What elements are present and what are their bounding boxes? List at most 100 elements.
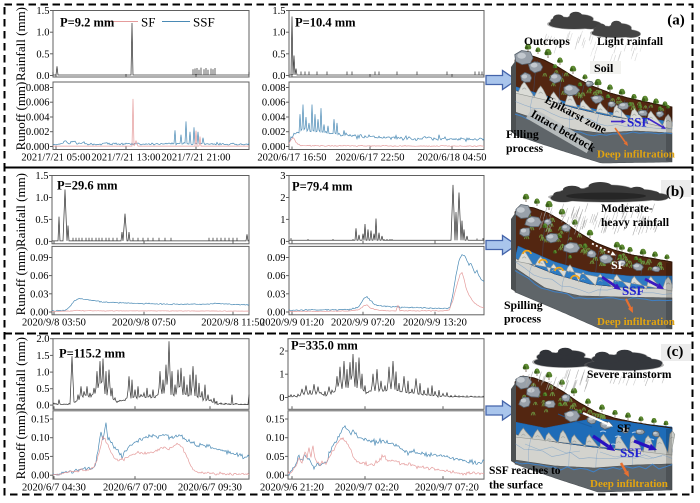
svg-text:2020/9/9 07:20: 2020/9/9 07:20 — [331, 318, 395, 329]
svg-text:Runoff (mm): Runoff (mm) — [13, 82, 28, 151]
svg-text:P=10.4 mm: P=10.4 mm — [295, 16, 356, 30]
svg-text:2021/7/21 21:00: 2021/7/21 21:00 — [161, 153, 230, 164]
svg-text:Runoff (mm): Runoff (mm) — [13, 411, 28, 480]
svg-text:0.06: 0.06 — [30, 271, 48, 282]
svg-text:0.05: 0.05 — [266, 452, 284, 463]
svg-text:1: 1 — [279, 370, 284, 381]
svg-text:Runoff (mm): Runoff (mm) — [13, 247, 28, 316]
svg-text:1.5: 1.5 — [35, 171, 48, 182]
svg-text:2020/9/8 11:50: 2020/9/8 11:50 — [201, 318, 265, 329]
svg-text:0.006: 0.006 — [26, 98, 50, 109]
svg-text:2020/6/18 04:50: 2020/6/18 04:50 — [417, 153, 486, 164]
svg-text:0.0: 0.0 — [272, 71, 285, 82]
svg-text:0.05: 0.05 — [31, 452, 49, 463]
svg-text:2020/9/9 13:20: 2020/9/9 13:20 — [403, 318, 467, 329]
svg-text:0.000: 0.000 — [262, 142, 286, 153]
svg-text:2020/6/17 22:50: 2020/6/17 22:50 — [335, 153, 404, 164]
svg-text:0.03: 0.03 — [30, 289, 48, 300]
svg-text:2: 2 — [279, 347, 284, 358]
svg-text:0.03: 0.03 — [267, 289, 285, 300]
svg-text:0.06: 0.06 — [267, 271, 285, 282]
svg-text:0.5: 0.5 — [35, 215, 48, 226]
svg-text:0.00: 0.00 — [30, 308, 48, 319]
svg-text:SF: SF — [141, 15, 155, 30]
svg-text:2020/6/17 16:50: 2020/6/17 16:50 — [257, 153, 326, 164]
svg-text:0.10: 0.10 — [31, 433, 49, 444]
svg-text:Rainfall (mm): Rainfall (mm) — [13, 337, 28, 411]
svg-text:process: process — [506, 141, 544, 155]
svg-text:0.5: 0.5 — [36, 49, 49, 60]
svg-text:SSF: SSF — [620, 445, 642, 460]
svg-text:Moderate-: Moderate- — [601, 203, 653, 215]
svg-text:Deep infiltration: Deep infiltration — [597, 316, 675, 328]
svg-text:0: 0 — [280, 237, 285, 248]
svg-text:process: process — [504, 312, 542, 326]
svg-text:P=9.2 mm: P=9.2 mm — [60, 16, 115, 30]
svg-text:0.002: 0.002 — [26, 127, 50, 138]
svg-text:0.5: 0.5 — [36, 384, 49, 395]
svg-text:1.0: 1.0 — [36, 28, 49, 39]
svg-text:Filling: Filling — [506, 127, 539, 141]
svg-text:2020/9/6 21:20: 2020/9/6 21:20 — [260, 483, 324, 494]
svg-text:heavy rainfall: heavy rainfall — [601, 217, 669, 229]
svg-text:0.002: 0.002 — [262, 127, 286, 138]
svg-text:0.09: 0.09 — [30, 253, 48, 264]
svg-text:Rainfall (mm): Rainfall (mm) — [13, 173, 28, 247]
svg-text:0.09: 0.09 — [267, 253, 285, 264]
svg-text:1.0: 1.0 — [35, 193, 48, 204]
svg-text:0.008: 0.008 — [262, 83, 286, 94]
svg-text:2021/7/21 05:00: 2021/7/21 05:00 — [21, 153, 90, 164]
svg-text:1.5: 1.5 — [272, 6, 285, 17]
svg-text:0.0: 0.0 — [36, 71, 49, 82]
svg-text:2020/6/7 07:00: 2020/6/7 07:00 — [103, 483, 167, 494]
svg-text:Spilling: Spilling — [504, 298, 543, 312]
svg-text:0.00: 0.00 — [267, 308, 285, 319]
svg-text:P=335.0 mm: P=335.0 mm — [291, 339, 358, 353]
svg-text:1.0: 1.0 — [272, 28, 285, 39]
svg-text:SSF: SSF — [622, 283, 644, 298]
svg-text:2: 2 — [280, 193, 285, 204]
svg-text:2020/6/7 09:30: 2020/6/7 09:30 — [178, 483, 242, 494]
svg-text:2020/9/8 03:50: 2020/9/8 03:50 — [22, 318, 86, 329]
svg-text:0.008: 0.008 — [26, 83, 50, 94]
svg-text:0.15: 0.15 — [266, 415, 284, 426]
svg-text:Soil: Soil — [594, 61, 614, 75]
svg-text:0.000: 0.000 — [26, 142, 50, 153]
svg-text:0.0: 0.0 — [36, 401, 49, 412]
svg-text:1.5: 1.5 — [36, 351, 49, 362]
svg-text:0.15: 0.15 — [31, 415, 49, 426]
svg-text:0.10: 0.10 — [266, 433, 284, 444]
svg-text:1: 1 — [280, 215, 285, 226]
svg-text:0.5: 0.5 — [272, 49, 285, 60]
svg-text:Outcrops: Outcrops — [524, 36, 570, 48]
svg-text:2020/6/7 04:30: 2020/6/7 04:30 — [22, 483, 86, 494]
svg-text:2020/9/8 07:50: 2020/9/8 07:50 — [112, 318, 176, 329]
svg-text:Deep infiltration: Deep infiltration — [590, 478, 668, 490]
svg-text:0.00: 0.00 — [266, 471, 284, 482]
svg-text:SF: SF — [617, 421, 631, 435]
svg-text:2020/9/7 02:20: 2020/9/7 02:20 — [335, 483, 399, 494]
svg-text:0.006: 0.006 — [262, 98, 286, 109]
svg-text:SSF reaches to: SSF reaches to — [489, 465, 561, 477]
svg-text:(c): (c) — [667, 344, 684, 360]
svg-text:1.5: 1.5 — [36, 6, 49, 17]
svg-text:0.004: 0.004 — [262, 113, 286, 124]
svg-text:3: 3 — [280, 171, 285, 182]
svg-text:Rainfall (mm): Rainfall (mm) — [13, 7, 28, 81]
svg-text:the surface: the surface — [489, 480, 543, 492]
svg-text:P=115.2 mm: P=115.2 mm — [59, 347, 126, 361]
svg-text:2021/7/21 13:00: 2021/7/21 13:00 — [91, 153, 160, 164]
svg-text:SSF: SSF — [627, 115, 649, 130]
svg-text:0.004: 0.004 — [26, 113, 50, 124]
svg-text:P=79.4 mm: P=79.4 mm — [292, 180, 353, 194]
svg-text:2020/9/9 01:20: 2020/9/9 01:20 — [260, 318, 324, 329]
svg-text:SSF: SSF — [193, 15, 215, 30]
svg-text:1.0: 1.0 — [36, 368, 49, 379]
svg-text:2020/9/7 07:20: 2020/9/7 07:20 — [415, 483, 479, 494]
svg-text:0.0: 0.0 — [35, 237, 48, 248]
svg-text:(a): (a) — [667, 13, 685, 29]
svg-text:Light rainfall: Light rainfall — [597, 36, 663, 48]
svg-text:2.0: 2.0 — [36, 334, 49, 345]
svg-text:P=29.6 mm: P=29.6 mm — [57, 179, 118, 193]
svg-text:SF: SF — [611, 258, 625, 272]
